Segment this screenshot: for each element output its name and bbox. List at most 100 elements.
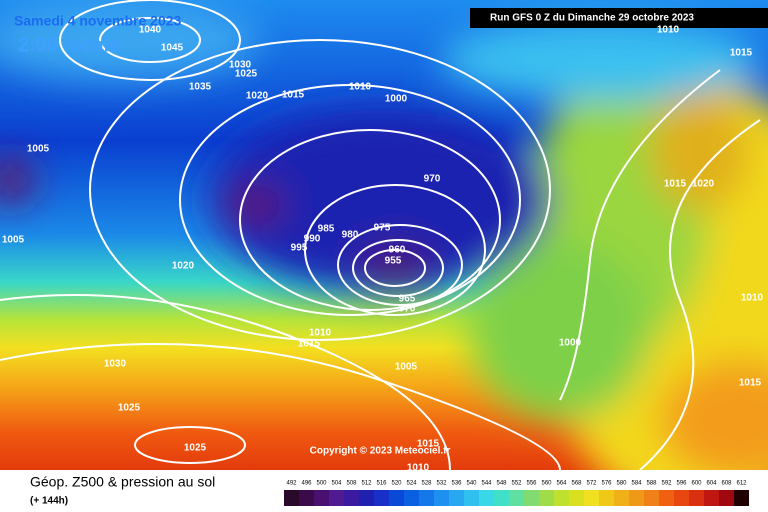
scale-swatch [509, 490, 524, 506]
isobar-label: 1035 [189, 82, 212, 93]
isobar-label: 1045 [161, 43, 184, 54]
scale-swatch [329, 490, 344, 506]
isobar-label: 980 [342, 230, 359, 241]
time: 2:00 locale [18, 34, 120, 56]
scale-label: 612 [736, 481, 747, 487]
scale-label: 580 [616, 481, 627, 487]
scale-swatch [359, 490, 374, 506]
scale-swatch [314, 490, 329, 506]
scale-label: 564 [556, 481, 567, 487]
scale-swatch [569, 490, 584, 506]
scale-label: 544 [481, 481, 492, 487]
scale-swatch [389, 490, 404, 506]
scale-swatch [524, 490, 539, 506]
scale-swatch [659, 490, 674, 506]
scale-label: 604 [706, 481, 717, 487]
scale-label: 588 [646, 481, 657, 487]
scale-label: 528 [421, 481, 432, 487]
scale-label: 508 [346, 481, 357, 487]
scale-label: 576 [601, 481, 612, 487]
isobar-label: 1030 [104, 359, 127, 370]
isobar-label: 1005 [395, 362, 418, 373]
isobar-label: 1040 [139, 25, 162, 36]
scale-label: 524 [406, 481, 417, 487]
scale-swatch [449, 490, 464, 506]
scale-swatch [614, 490, 629, 506]
scale-swatch [404, 490, 419, 506]
run-info: Run GFS 0 Z du Dimanche 29 octobre 2023 [490, 13, 694, 24]
isobar-label: 1015 [298, 339, 321, 350]
scale-label: 600 [691, 481, 702, 487]
scale-label: 516 [376, 481, 387, 487]
isobar-label: 1020 [172, 261, 195, 272]
scale-swatch [599, 490, 614, 506]
scale-swatch [719, 490, 734, 506]
scale-swatch [464, 490, 479, 506]
scale-label: 584 [631, 481, 642, 487]
scale-label: 540 [466, 481, 477, 487]
scale-label: 496 [301, 481, 312, 487]
scale-swatch [299, 490, 314, 506]
scale-label: 552 [511, 481, 522, 487]
isobar-label: 1000 [385, 94, 408, 105]
isobar-label: 1025 [118, 403, 141, 414]
isobar-label: 1005 [2, 235, 25, 246]
scale-label: 608 [721, 481, 732, 487]
copyright: Copyright © 2023 Meteociel.fr [310, 446, 451, 457]
isobar-label: 1010 [657, 25, 680, 36]
scale-label: 568 [571, 481, 582, 487]
scale-label: 520 [391, 481, 402, 487]
scale-label: 532 [436, 481, 447, 487]
scale-label: 536 [451, 481, 462, 487]
scale-swatch [689, 490, 704, 506]
isobar-label: 1020 [246, 91, 269, 102]
isobar-label: 1015 [417, 439, 440, 450]
scale-swatch [584, 490, 599, 506]
isobar-label: 970 [399, 304, 416, 315]
isobar-label: 1030 [229, 60, 252, 71]
isobar-label: 990 [304, 234, 321, 245]
scale-swatch [644, 490, 659, 506]
scale-label: 492 [286, 481, 297, 487]
isobar-label: 1025 [184, 443, 207, 454]
scale-swatch [284, 490, 299, 506]
scale-swatch [674, 490, 689, 506]
isobar-label: 985 [318, 224, 335, 235]
scale-swatch [479, 490, 494, 506]
scale-swatch [374, 490, 389, 506]
isobar-label: 995 [291, 243, 308, 254]
scale-swatch [629, 490, 644, 506]
isobar-label: 1005 [27, 144, 50, 155]
scale-swatch [419, 490, 434, 506]
isobar-label: 975 [374, 223, 391, 234]
isobar-label: 960 [389, 245, 406, 256]
scale-swatch [539, 490, 554, 506]
isobar-label: 1010 [309, 328, 332, 339]
scale-label: 548 [496, 481, 507, 487]
scale-swatch [554, 490, 569, 506]
isobar-label: 1015 [739, 378, 762, 389]
isobar-label: 1025 [235, 69, 258, 80]
isobar-label: 965 [399, 294, 416, 305]
isobar-label: 1010 [349, 82, 372, 93]
isobar-label: 1010 [407, 463, 430, 474]
scale-label: 560 [541, 481, 552, 487]
scale-label: 596 [676, 481, 687, 487]
scale-swatch [494, 490, 509, 506]
isobar-label: 1015 [730, 48, 753, 59]
isobar-label: 955 [385, 256, 402, 267]
scale-swatch [704, 490, 719, 506]
scale-label: 500 [316, 481, 327, 487]
isobar-label: 1010 [741, 293, 764, 304]
footer-title: Géop. Z500 & pression au sol [30, 474, 215, 490]
scale-label: 592 [661, 481, 672, 487]
scale-label: 572 [586, 481, 597, 487]
isobar-label: 1020 [692, 179, 715, 190]
lead-time: (+ 144h) [30, 496, 68, 507]
isobar-label: 1015 [282, 90, 305, 101]
scale-swatch [344, 490, 359, 506]
scale-swatch [734, 490, 749, 506]
scale-swatch [434, 490, 449, 506]
isobar-label: 1000 [559, 338, 582, 349]
